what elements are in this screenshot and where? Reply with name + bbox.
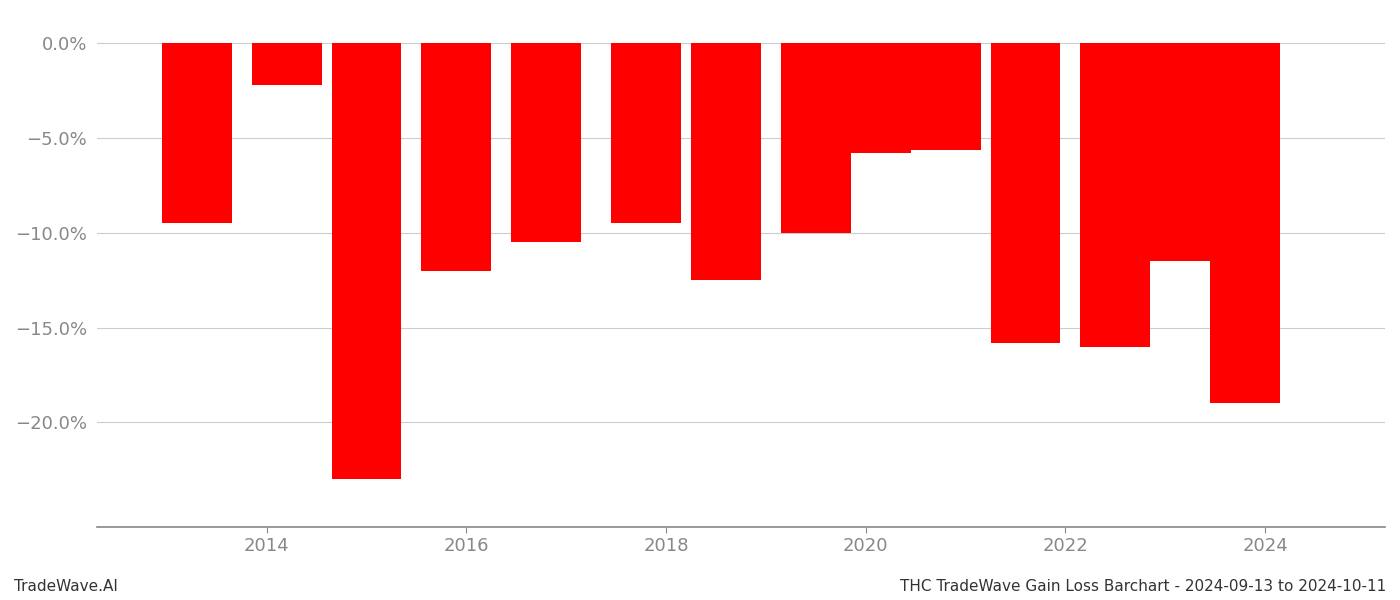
Text: THC TradeWave Gain Loss Barchart - 2024-09-13 to 2024-10-11: THC TradeWave Gain Loss Barchart - 2024-… bbox=[900, 579, 1386, 594]
Bar bbox=[692, 43, 760, 280]
Bar bbox=[991, 43, 1060, 343]
Bar bbox=[511, 43, 581, 242]
Bar bbox=[332, 43, 402, 479]
Bar bbox=[910, 43, 980, 149]
Bar bbox=[1081, 43, 1151, 347]
Bar bbox=[781, 43, 851, 233]
Bar bbox=[841, 43, 910, 154]
Bar bbox=[612, 43, 680, 223]
Bar bbox=[1210, 43, 1280, 403]
Bar bbox=[252, 43, 322, 85]
Text: TradeWave.AI: TradeWave.AI bbox=[14, 579, 118, 594]
Bar bbox=[1141, 43, 1210, 262]
Bar bbox=[162, 43, 231, 223]
Bar bbox=[421, 43, 491, 271]
